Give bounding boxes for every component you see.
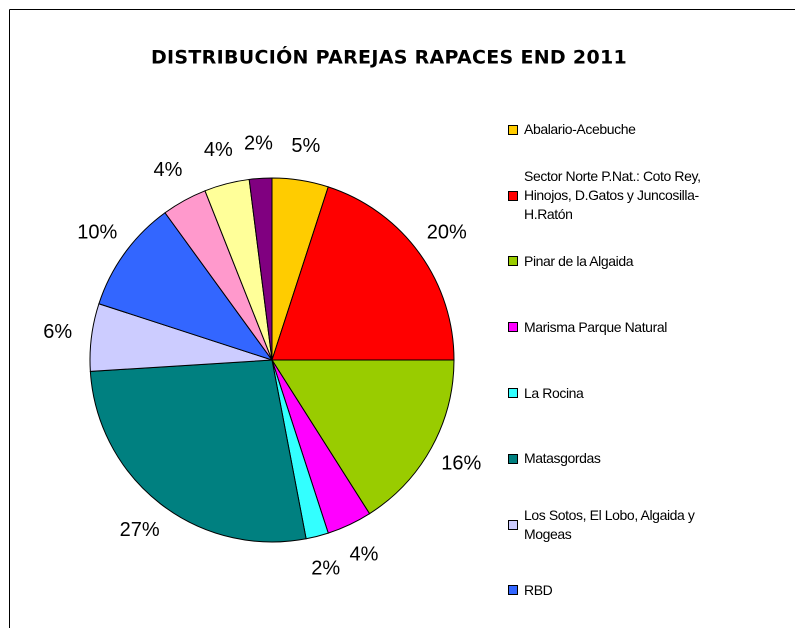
legend-item: Matasgordas bbox=[508, 426, 708, 492]
legend-item: RBD bbox=[508, 558, 708, 624]
legend-label: Abalario-Acebuche bbox=[524, 121, 636, 138]
data-label: 10% bbox=[77, 221, 117, 243]
legend-label: Los Sotos, El Lobo, Algaida y Mogeas bbox=[524, 506, 695, 542]
legend-item: Pinar de la Algaida bbox=[508, 229, 708, 295]
legend-label: Sector Norte P.Nat.: Coto Rey, Hinojos, … bbox=[524, 168, 701, 223]
legend-item: Los Sotos, El Lobo, Algaida y Mogeas bbox=[508, 492, 708, 558]
data-label: 4% bbox=[350, 544, 379, 566]
pie-slice bbox=[89, 359, 307, 543]
legend-swatch bbox=[508, 453, 518, 464]
legend-item: Sector Norte P.Nat.: Coto Rey, Hinojos, … bbox=[508, 163, 708, 229]
data-label: 4% bbox=[153, 159, 182, 181]
legend-swatch bbox=[508, 585, 518, 596]
legend-swatch bbox=[508, 322, 518, 333]
data-label: 4% bbox=[204, 139, 233, 161]
pie-slice bbox=[271, 359, 455, 515]
chart-title: DISTRIBUCIÓN PAREJAS RAPACES END 2011 bbox=[151, 45, 627, 69]
pie: 5% 20% 16% 4% 2% 27% 6% 10% 4% 4% 2% bbox=[43, 133, 481, 580]
data-label: 5% bbox=[291, 135, 320, 157]
legend-swatch bbox=[508, 124, 518, 135]
data-label: 6% bbox=[43, 321, 72, 343]
legend-label: Pinar de la Algaida bbox=[524, 252, 634, 269]
pie-slice bbox=[98, 212, 274, 361]
legend-swatch bbox=[508, 190, 518, 201]
legend-item: La Rocina bbox=[508, 360, 708, 426]
legend-item: Marisma Parque Natural bbox=[508, 294, 708, 360]
legend-label: Matasgordas bbox=[524, 450, 601, 467]
legend-item: Abalario-Acebuche bbox=[508, 97, 708, 163]
legend-label: Marisma Parque Natural bbox=[524, 318, 667, 335]
legend-swatch bbox=[508, 519, 518, 530]
legend-swatch bbox=[508, 388, 518, 399]
data-label: 16% bbox=[441, 452, 481, 474]
data-label: 2% bbox=[244, 133, 273, 155]
data-label: 2% bbox=[311, 557, 340, 579]
data-label: 20% bbox=[427, 221, 467, 243]
data-label: 27% bbox=[120, 519, 160, 541]
legend-label: La Rocina bbox=[524, 384, 584, 401]
legend: Abalario-Acebuche Sector Norte P.Nat.: Co… bbox=[508, 97, 708, 623]
pie-slice bbox=[271, 186, 455, 361]
legend-swatch bbox=[508, 256, 518, 267]
pie-slice bbox=[248, 177, 273, 361]
legend-label: RBD bbox=[524, 581, 553, 598]
